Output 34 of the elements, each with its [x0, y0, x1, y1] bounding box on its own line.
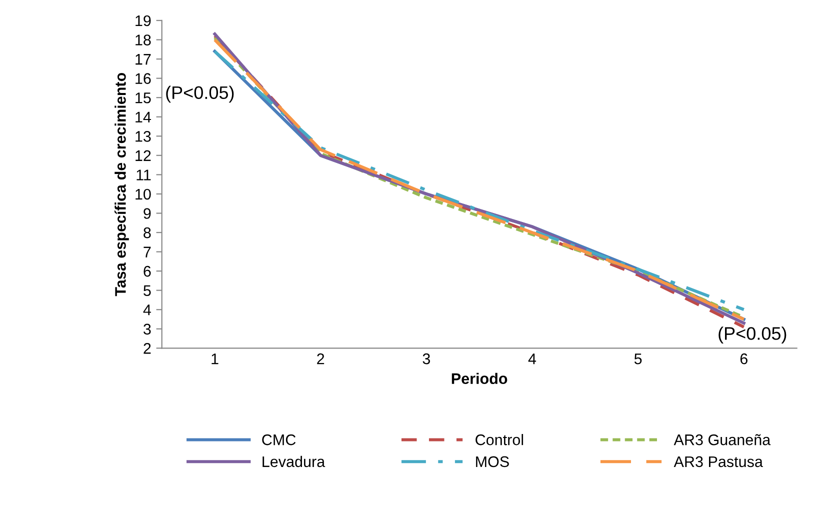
- y-tick-label: 15: [136, 92, 151, 104]
- y-tick-label: 8: [144, 227, 151, 238]
- y-tick-label: 18: [136, 34, 151, 46]
- x-tick-label: 2: [317, 353, 324, 364]
- y-tick-label: 11: [136, 170, 151, 180]
- y-tick-label: 16: [136, 73, 151, 84]
- x-tick-label: 4: [528, 354, 536, 364]
- legend-label: MOS: [476, 456, 509, 468]
- y-tick-label: 7: [144, 246, 151, 258]
- y-tick-label: 4: [143, 304, 151, 316]
- y-tick-label: 10: [136, 188, 151, 200]
- y-tick-label: 2: [144, 343, 151, 354]
- legend-label: Control: [476, 434, 524, 446]
- legend-label: AR3 Guaneña: [674, 434, 771, 446]
- legend-label: CMC: [262, 434, 296, 446]
- x-axis-title: Periodo: [452, 372, 508, 384]
- x-tick-label: 6: [740, 353, 748, 364]
- x-tick-label: 3: [422, 353, 430, 364]
- annotation: (P<0.05): [166, 86, 234, 103]
- y-tick-label: 19: [136, 15, 151, 26]
- y-tick-label: 12: [136, 150, 151, 161]
- y-tick-label: 13: [136, 131, 151, 142]
- y-tick-label: 6: [144, 266, 151, 277]
- y-axis-title: Tasa específica de crecimiento: [114, 72, 129, 296]
- x-tick-label: 1: [212, 354, 218, 364]
- annotation: (P<0.05): [718, 326, 786, 344]
- y-tick-label: 3: [144, 324, 151, 335]
- y-tick-label: 9: [144, 208, 151, 219]
- legend-label: AR3 Pastusa: [674, 456, 763, 468]
- x-tick-label: 5: [634, 354, 642, 364]
- y-tick-label: 5: [144, 285, 151, 296]
- y-tick-label: 17: [136, 54, 151, 65]
- y-tick-label: 14: [136, 112, 151, 122]
- legend-label: Levadura: [262, 456, 326, 468]
